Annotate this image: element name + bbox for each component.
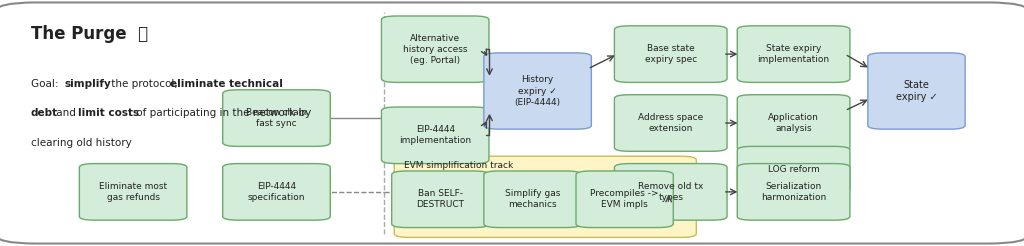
Text: Base state
expiry spec: Base state expiry spec <box>644 44 697 64</box>
FancyBboxPatch shape <box>80 164 186 220</box>
Text: eliminate technical: eliminate technical <box>170 79 283 89</box>
Text: Simplify gas
mechanics: Simplify gas mechanics <box>505 189 560 209</box>
FancyBboxPatch shape <box>484 171 582 228</box>
Text: Serialization
harmonization: Serialization harmonization <box>761 182 826 202</box>
Text: Goal:: Goal: <box>31 79 61 89</box>
FancyBboxPatch shape <box>868 53 965 129</box>
FancyBboxPatch shape <box>381 16 489 82</box>
Text: State
expiry ✓: State expiry ✓ <box>896 80 937 102</box>
FancyBboxPatch shape <box>737 164 850 220</box>
Text: EIP-4444
implementation: EIP-4444 implementation <box>399 125 471 145</box>
Text: History
expiry ✓
(EIP-4444): History expiry ✓ (EIP-4444) <box>514 76 561 107</box>
FancyBboxPatch shape <box>737 95 850 151</box>
FancyBboxPatch shape <box>484 53 592 129</box>
Text: EIP-4444
specification: EIP-4444 specification <box>248 182 305 202</box>
FancyBboxPatch shape <box>575 171 674 228</box>
FancyBboxPatch shape <box>614 95 727 151</box>
Text: of participating in the network by: of participating in the network by <box>133 108 311 118</box>
Text: Alternative
history access
(eg. Portal): Alternative history access (eg. Portal) <box>403 34 467 65</box>
Text: EVM simplification track: EVM simplification track <box>404 161 514 170</box>
Text: The Purge  🖌️: The Purge 🖌️ <box>31 25 147 43</box>
Text: Address space
extension: Address space extension <box>638 113 703 133</box>
Text: Beacon chain
fast sync: Beacon chain fast sync <box>246 108 307 128</box>
Text: Remove old tx
types: Remove old tx types <box>638 182 703 202</box>
FancyBboxPatch shape <box>614 164 727 220</box>
Text: and: and <box>53 108 80 118</box>
Text: simplify: simplify <box>65 79 112 89</box>
Text: Application
analysis: Application analysis <box>768 113 819 133</box>
Text: clearing old history: clearing old history <box>31 138 131 148</box>
FancyBboxPatch shape <box>391 171 489 228</box>
FancyBboxPatch shape <box>223 164 330 220</box>
FancyBboxPatch shape <box>614 26 727 82</box>
Text: LOG reform: LOG reform <box>768 165 819 174</box>
Text: the protocol,: the protocol, <box>108 79 180 89</box>
Text: State expiry
implementation: State expiry implementation <box>758 44 829 64</box>
FancyBboxPatch shape <box>394 156 696 237</box>
Text: limit costs: limit costs <box>78 108 139 118</box>
Text: Eliminate most
gas refunds: Eliminate most gas refunds <box>99 182 167 202</box>
Text: debt: debt <box>31 108 57 118</box>
FancyBboxPatch shape <box>381 107 489 164</box>
FancyBboxPatch shape <box>223 90 330 146</box>
FancyBboxPatch shape <box>737 26 850 82</box>
Text: Precompiles ->
EVM impls: Precompiles -> EVM impls <box>590 189 659 209</box>
Text: Ban SELF-
DESTRUCT: Ban SELF- DESTRUCT <box>417 189 464 209</box>
FancyBboxPatch shape <box>737 146 850 193</box>
